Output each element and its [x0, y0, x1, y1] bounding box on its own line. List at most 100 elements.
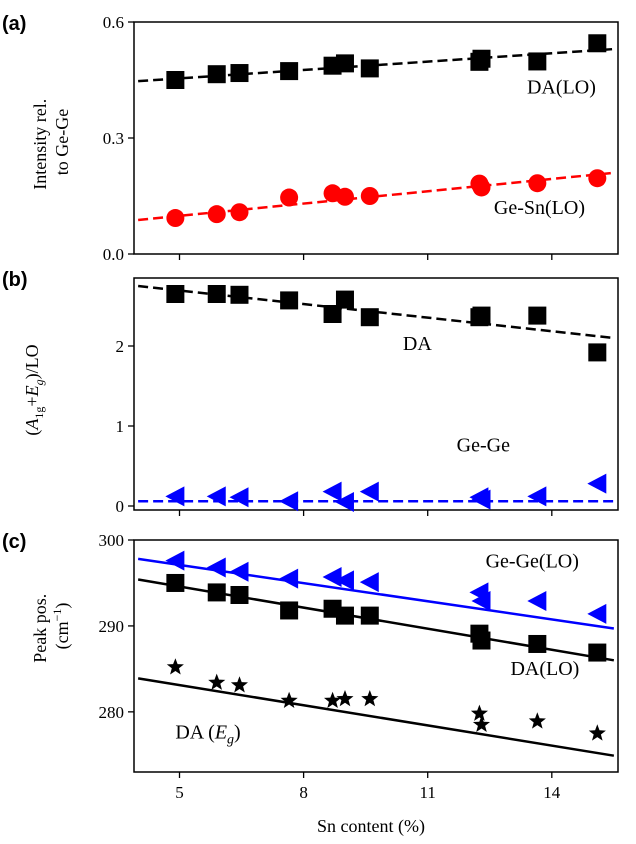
panel-c-plot-area: 5 8 11 14 280 290 300 Ge-Ge(LO) DA(LO) DA (Eg) — [99, 531, 619, 802]
panel-b-label: (b) — [2, 269, 28, 291]
panel-b: (b) (A1g+Eg)/LO 0 1 2 DA Ge-Ge — [2, 269, 619, 516]
y-tick-label: 0 — [116, 497, 125, 516]
panel-b-ylabel-e-sub: g — [32, 379, 46, 385]
data-point-square — [472, 631, 491, 650]
y-tick-label: 0.0 — [103, 245, 124, 264]
data-point-star — [361, 690, 379, 707]
panel-c-ylabel-sup: −1 — [50, 609, 64, 622]
series-annotation: Ge-Ge — [457, 435, 510, 457]
panel-a-plot-area: 0.0 0.3 0.6 DA(LO) Ge-Sn(LO) — [103, 13, 619, 264]
data-point-circle — [166, 209, 185, 228]
data-point-triangle-left — [229, 561, 249, 582]
panel-a-ylabel-line2: to Ge-Ge — [52, 109, 72, 175]
panel-c-ylabel-line1: Peak pos. — [30, 594, 50, 663]
panel-c-ylabel-line2: (cm−1) — [50, 603, 73, 650]
data-point-circle — [230, 203, 249, 222]
data-point-square — [528, 52, 547, 71]
data-point-square — [280, 62, 299, 81]
y-tick-label: 0.3 — [103, 129, 124, 148]
panel-b-ylabel-plus: + — [22, 396, 42, 406]
data-point-square — [280, 291, 299, 310]
data-point-triangle-left — [229, 487, 249, 508]
data-point-triangle-left — [206, 486, 226, 507]
data-point-square — [360, 606, 379, 625]
panel-a-label: (a) — [2, 13, 26, 35]
x-tick-label: 11 — [420, 783, 436, 802]
data-point-star — [472, 715, 490, 732]
data-point-square — [472, 49, 491, 68]
data-point-square — [207, 285, 226, 303]
data-point-triangle-left — [359, 481, 379, 502]
data-point-star — [470, 704, 488, 721]
data-point-circle — [335, 187, 354, 206]
data-point-square — [335, 606, 354, 625]
data-point-triangle-left — [587, 473, 607, 494]
data-point-circle — [588, 169, 607, 188]
data-point-square — [166, 285, 185, 303]
data-point-square — [166, 71, 185, 89]
series-annotation: Ge-Sn(LO) — [494, 197, 585, 219]
panel-b-ylabel-close: )/LO — [22, 344, 43, 379]
data-point-triangle-left — [206, 557, 226, 578]
panel-b-ylabel-e: E — [22, 385, 42, 397]
series-annotation: DA (Eg) — [175, 721, 240, 747]
data-point-triangle-left — [322, 566, 342, 587]
x-axis-label: Sn content (%) — [317, 816, 425, 837]
series-annotation: Ge-Ge(LO) — [486, 550, 579, 572]
data-point-circle — [280, 188, 299, 207]
data-point-star — [528, 712, 546, 729]
data-point-triangle-left — [322, 481, 342, 502]
data-point-square — [230, 585, 249, 604]
y-tick-label: 300 — [99, 531, 125, 550]
data-point-square — [207, 583, 226, 602]
data-point-square — [528, 306, 547, 325]
data-point-square — [230, 285, 249, 304]
data-point-square — [323, 305, 342, 323]
data-point-triangle-left — [334, 570, 354, 591]
panel-2-frame — [133, 539, 619, 773]
panel-c-label: (c) — [2, 531, 26, 553]
panel-a-ylabel: Intensity rel. to Ge-Ge — [30, 94, 72, 189]
data-point-star — [324, 691, 342, 708]
data-point-circle — [528, 174, 547, 193]
data-point-triangle-left — [587, 603, 607, 624]
series-annotation: DA(LO) — [527, 77, 596, 99]
data-point-circle — [360, 187, 379, 205]
data-point-star — [280, 691, 298, 708]
data-point-triangle-left — [527, 486, 547, 507]
y-tick-label: 1 — [116, 417, 125, 436]
data-point-square — [335, 290, 354, 309]
data-point-square — [280, 601, 299, 620]
series-annotation: DA(LO) — [510, 658, 579, 680]
y-tick-label: 0.6 — [103, 13, 124, 32]
data-point-square — [588, 34, 607, 53]
x-tick-label: 8 — [299, 783, 308, 802]
data-point-triangle-left — [471, 489, 491, 510]
data-point-square — [335, 54, 354, 73]
data-point-square — [360, 308, 379, 327]
data-point-circle — [207, 205, 226, 224]
fit-line — [137, 677, 615, 757]
panel-b-ylabel-a: A — [22, 418, 42, 431]
panel-a-ylabel-line1: Intensity rel. — [30, 99, 50, 190]
y-tick-label: 290 — [99, 617, 125, 636]
panel-c-ylabel: Peak pos. (cm−1) — [30, 589, 73, 663]
panel-b-ylabel-a-sub: 1g — [32, 407, 46, 419]
data-point-triangle-left — [334, 492, 354, 512]
panel-b-ylabel: (A1g+Eg)/LO — [22, 344, 46, 435]
data-point-star — [166, 658, 184, 675]
data-point-triangle-left — [279, 491, 299, 512]
data-point-triangle-left — [359, 572, 379, 593]
data-point-square — [588, 343, 607, 362]
data-point-square — [207, 65, 226, 84]
data-point-square — [166, 573, 185, 592]
data-point-star — [336, 690, 354, 707]
x-tick-label: 14 — [543, 783, 561, 802]
panel-a: (a) Intensity rel. to Ge-Ge 0.0 0.3 0.6 DA(… — [2, 13, 619, 264]
data-point-triangle-left — [279, 568, 299, 589]
data-point-triangle-left — [527, 591, 547, 612]
y-tick-label: 2 — [116, 337, 125, 356]
data-point-triangle-left — [165, 550, 185, 571]
panel-c-ylabel-unit: (cm — [52, 621, 73, 649]
data-point-triangle-left — [165, 486, 185, 507]
